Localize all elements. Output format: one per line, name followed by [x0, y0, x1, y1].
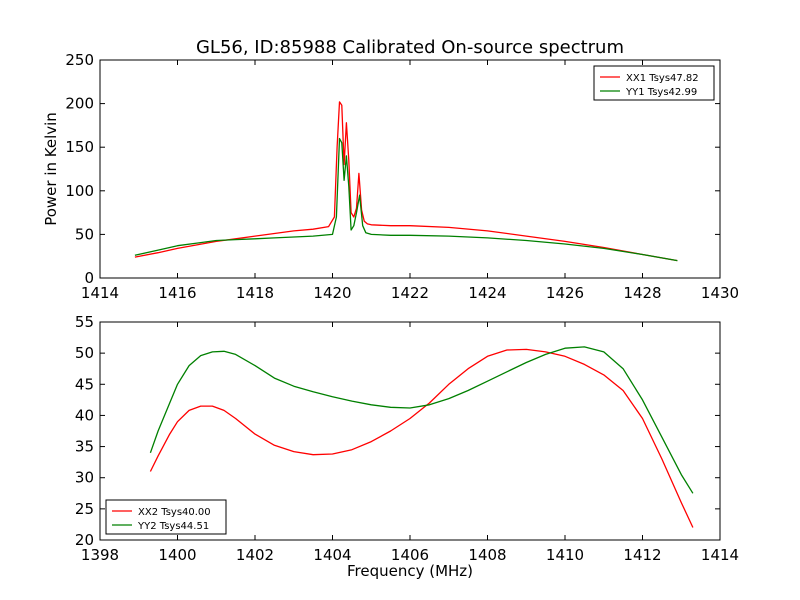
bottom-legend-label-2: YY2 Tsys44.51 [137, 521, 209, 532]
bottom-y-tick-label: 45 [75, 375, 94, 393]
bottom-legend-label-1: XX2 Tsys40.00 [138, 507, 211, 518]
top-x-tick-label: 1428 [623, 284, 661, 302]
top-series-line-1 [134, 101, 678, 262]
bottom-x-tick-label: 1412 [623, 546, 661, 564]
top-y-tick-label: 100 [65, 182, 94, 200]
top-y-tick-label: 150 [65, 138, 94, 156]
top-legend-label-1: XX1 Tsys47.82 [626, 73, 699, 84]
bottom-y-tick-label: 20 [75, 531, 94, 549]
bottom-x-tick-label: 1402 [236, 546, 274, 564]
top-x-tick-label: 1422 [391, 284, 429, 302]
top-y-tick-label: 50 [75, 225, 94, 243]
bottom-y-tick-label: 30 [75, 469, 94, 487]
bottom-y-tick-label: 55 [75, 313, 94, 331]
x-axis-label: Frequency (MHz) [347, 562, 473, 580]
bottom-x-tick-label: 1410 [546, 546, 584, 564]
plot-top-ticks: 1414 1416 1418 1420 1422 1424 1426 1428 1430 0 50 1… [65, 51, 739, 302]
plot-top-series [134, 101, 678, 262]
bottom-y-tick-label: 25 [75, 500, 94, 518]
bottom-x-tick-label: 1400 [158, 546, 196, 564]
bottom-x-tick-label: 1408 [468, 546, 506, 564]
bottom-x-tick-label: 1398 [81, 546, 119, 564]
top-y-tick-label: 0 [84, 269, 94, 287]
bottom-x-tick-label: 1404 [313, 546, 351, 564]
top-legend-box [593, 65, 715, 101]
bottom-series-line-1 [149, 348, 694, 528]
bottom-y-tick-label: 35 [75, 438, 94, 456]
top-x-tick-label: 1430 [701, 284, 739, 302]
plot-top-ylabel: Power in Kelvin [42, 112, 60, 226]
plot-bottom-ticks: 1398 1400 1402 1404 1406 1408 1410 1412 1414 20 25… [75, 313, 739, 564]
top-y-tick-label: 250 [65, 51, 94, 69]
top-legend-label-2: YY1 Tsys42.99 [625, 87, 697, 98]
bottom-y-tick-label: 50 [75, 344, 94, 362]
top-x-tick-label: 1418 [236, 284, 274, 302]
bottom-y-tick-label: 40 [75, 406, 94, 424]
top-x-tick-label: 1416 [158, 284, 196, 302]
plot-top: 1414 1416 1418 1420 1422 1424 1426 1428 1430 0 50 1… [42, 51, 739, 302]
chart-title: GL56, ID:85988 Calibrated On-source spec… [196, 37, 624, 58]
bottom-x-tick-label: 1414 [701, 546, 739, 564]
top-x-tick-label: 1424 [468, 284, 506, 302]
plot-bottom-legend: XX2 Tsys40.00 YY2 Tsys44.51 [105, 499, 227, 535]
top-x-tick-label: 1414 [81, 284, 119, 302]
plot-top-legend: XX1 Tsys47.82 YY1 Tsys42.99 [593, 65, 715, 101]
plot-bottom-series [149, 346, 694, 528]
top-series-line-2 [134, 137, 678, 262]
plot-bottom: 1398 1400 1402 1404 1406 1408 1410 1412 1414 20 25… [75, 313, 739, 564]
bottom-legend-box [105, 499, 227, 535]
top-x-tick-label: 1426 [546, 284, 584, 302]
bottom-x-tick-label: 1406 [391, 546, 429, 564]
top-y-tick-label: 200 [65, 95, 94, 113]
top-x-tick-label: 1420 [313, 284, 351, 302]
bottom-series-line-2 [149, 346, 694, 494]
